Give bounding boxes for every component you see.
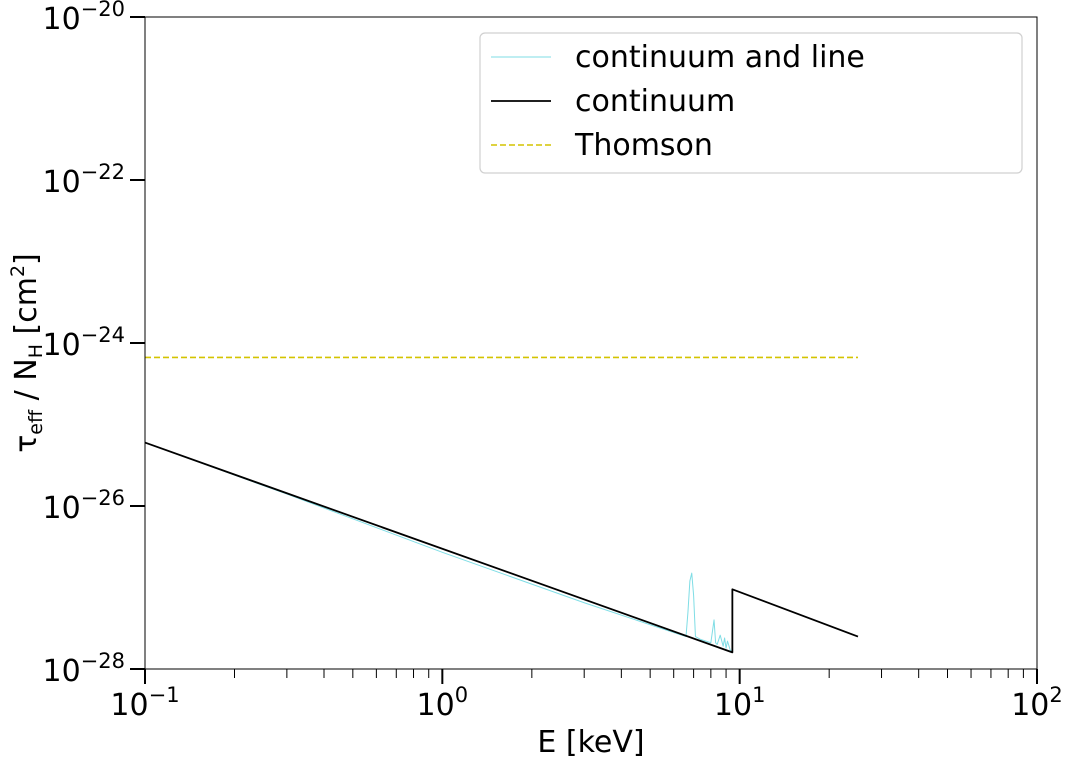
y-tick-label: 10−28	[42, 649, 125, 689]
x-tick-label: 10−1	[110, 683, 179, 723]
y-label-unit-end: ]	[9, 253, 44, 265]
y-tick-label: 10−24	[42, 323, 125, 363]
legend-box	[479, 32, 1023, 174]
tick-labels: 10−1 100 101 102 10−28 10−26 10−24 10−22 10−20	[42, 0, 1062, 723]
x-axis-label: E [keV]	[537, 725, 644, 760]
y-label-tau: τ	[9, 435, 44, 453]
y-label-sep: / N	[9, 358, 44, 410]
x-tick-label: 101	[714, 683, 766, 723]
legend-label: continuum	[575, 84, 735, 119]
series-layer	[144, 356, 859, 654]
y-axis-label: τeff / NH [cm2]	[7, 253, 47, 453]
legend: continuum and line continuum Thomson	[479, 32, 1023, 174]
y-label-tau-sub: eff	[25, 409, 47, 435]
y-tick-label: 10−20	[42, 0, 125, 37]
x-tick-label: 102	[1011, 683, 1063, 723]
series-continuum-and-line	[144, 442, 734, 653]
series-continuum	[144, 441, 859, 654]
y-tick-label: 10−26	[42, 486, 125, 526]
legend-label: Thomson	[574, 128, 713, 163]
major-ticks	[130, 16, 1038, 684]
y-label-unit: [cm	[9, 277, 44, 344]
y-label-n-sub: H	[25, 344, 47, 358]
y-label-unit-sup: 2	[7, 265, 29, 277]
minor-ticks	[234, 669, 1024, 678]
legend-label: continuum and line	[575, 40, 865, 75]
y-tick-label: 10−22	[42, 160, 125, 200]
x-tick-label: 100	[417, 683, 469, 723]
